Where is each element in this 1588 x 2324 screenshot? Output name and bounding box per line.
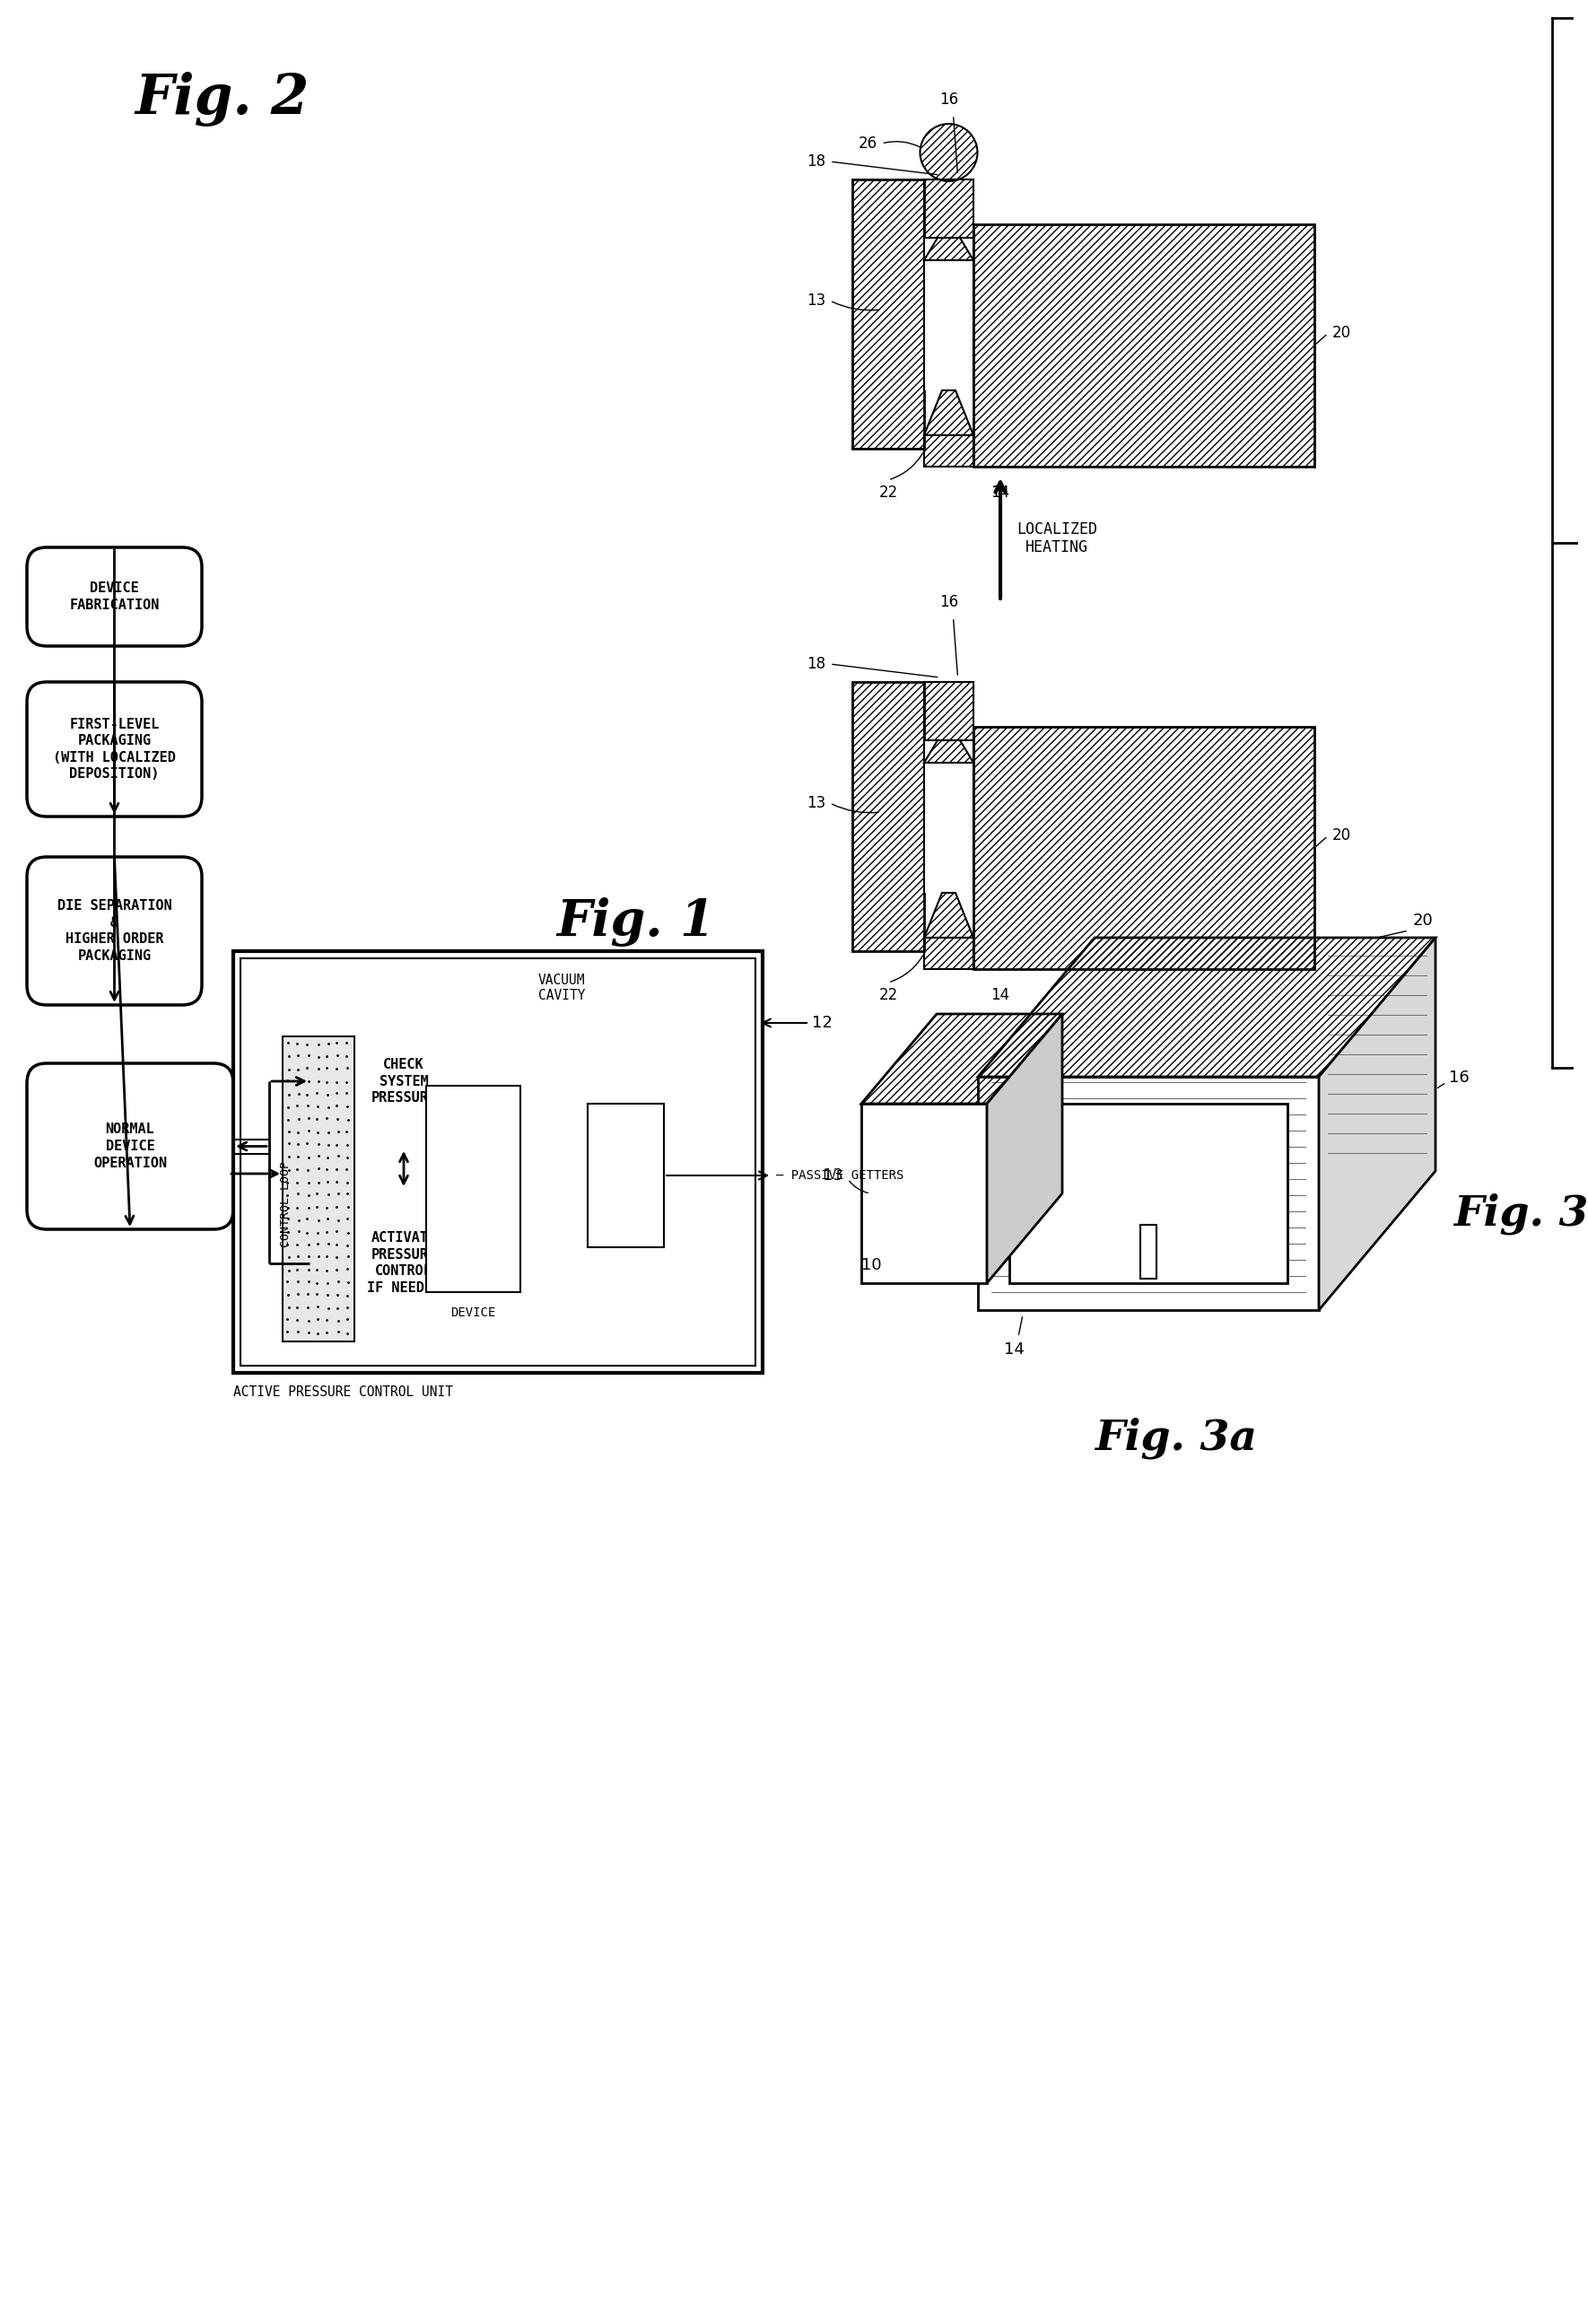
Text: 12: 12 — [811, 1016, 832, 1032]
Bar — [426, 1085, 521, 1292]
Polygon shape — [978, 1076, 1320, 1311]
Text: CHECK
SYSTEM
PRESSURE: CHECK SYSTEM PRESSURE — [372, 1057, 437, 1104]
Text: 26: 26 — [858, 135, 877, 151]
Text: 20: 20 — [1413, 913, 1434, 930]
FancyBboxPatch shape — [27, 858, 202, 1004]
Bar — [924, 237, 973, 390]
FancyBboxPatch shape — [27, 548, 202, 646]
Text: 13: 13 — [807, 795, 826, 811]
FancyBboxPatch shape — [27, 681, 202, 816]
Text: Fig. 1: Fig. 1 — [556, 897, 715, 946]
Text: 18: 18 — [807, 655, 826, 672]
Text: 22: 22 — [878, 988, 897, 1004]
Text: 13: 13 — [823, 1167, 843, 1183]
Polygon shape — [1010, 1104, 1288, 1283]
Text: Fig. 3b: Fig. 3b — [1453, 1195, 1588, 1234]
Text: ACTIVE PRESSURE CONTROL UNIT: ACTIVE PRESSURE CONTROL UNIT — [233, 1385, 453, 1399]
Text: 22: 22 — [878, 483, 897, 500]
Text: ACTIVATE
PRESSURE
CONTROL
IF NEEDED: ACTIVATE PRESSURE CONTROL IF NEEDED — [367, 1232, 440, 1294]
Text: FIRST-LEVEL
PACKAGING
(WITH LOCALIZED
DEPOSITION): FIRST-LEVEL PACKAGING (WITH LOCALIZED DE… — [52, 718, 176, 781]
Text: Fig. 3a: Fig. 3a — [1094, 1418, 1258, 1459]
Text: 20: 20 — [1332, 827, 1351, 844]
FancyBboxPatch shape — [310, 1190, 499, 1336]
Text: 14: 14 — [991, 483, 1010, 500]
Text: LOCALIZED
HEATING: LOCALIZED HEATING — [1016, 521, 1097, 555]
Text: NORMAL
DEVICE
OPERATION: NORMAL DEVICE OPERATION — [94, 1122, 167, 1169]
Text: 16: 16 — [939, 595, 958, 611]
Polygon shape — [861, 1104, 986, 1283]
FancyBboxPatch shape — [310, 1013, 499, 1148]
Text: 16: 16 — [1448, 1069, 1469, 1085]
Text: 18: 18 — [807, 153, 826, 170]
Text: 16: 16 — [939, 91, 958, 107]
Polygon shape — [986, 1013, 1062, 1283]
Text: CONTROL LOOP: CONTROL LOOP — [279, 1162, 292, 1248]
Bar — [588, 1104, 664, 1248]
Bar — [924, 741, 973, 892]
Bar — [1140, 1225, 1156, 1278]
Bar — [233, 951, 762, 1373]
Text: DEVICE: DEVICE — [451, 1306, 495, 1320]
Text: — PASSIVE GETTERS: — PASSIVE GETTERS — [777, 1169, 904, 1181]
Text: 13: 13 — [807, 293, 826, 309]
Bar — [283, 1037, 354, 1341]
Text: VACUUM
CAVITY: VACUUM CAVITY — [538, 974, 584, 1002]
Bar — [240, 957, 756, 1367]
Text: 14: 14 — [1004, 1341, 1024, 1357]
Text: Fig. 2: Fig. 2 — [135, 72, 310, 125]
Text: DIE SEPARATION
&
HIGHER ORDER
PACKAGING: DIE SEPARATION & HIGHER ORDER PACKAGING — [57, 899, 172, 962]
Polygon shape — [1320, 937, 1436, 1311]
Text: 10: 10 — [861, 1257, 881, 1274]
Text: 14: 14 — [991, 988, 1010, 1004]
Text: DEVICE
FABRICATION: DEVICE FABRICATION — [70, 581, 159, 611]
FancyBboxPatch shape — [27, 1064, 233, 1229]
Text: 20: 20 — [1332, 325, 1351, 342]
